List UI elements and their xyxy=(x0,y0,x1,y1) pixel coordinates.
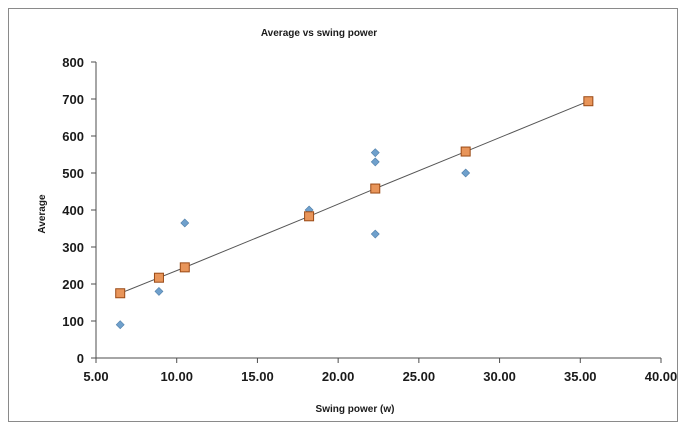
x-tick-label: 25.00 xyxy=(403,369,436,384)
diamond-point xyxy=(461,168,471,178)
diamond-point xyxy=(370,157,380,167)
square-point xyxy=(153,272,164,283)
diamond-point xyxy=(370,148,380,158)
x-tick-label: 30.00 xyxy=(483,369,516,384)
y-tick-label: 100 xyxy=(62,314,84,329)
y-axis-label: Average xyxy=(37,194,48,234)
x-tick-label: 5.00 xyxy=(83,369,108,384)
diamond-point xyxy=(180,218,190,228)
chart-svg: Average vs swing power Swing power (w) A… xyxy=(37,28,677,415)
square-point xyxy=(370,183,381,194)
y-tick-label: 300 xyxy=(62,240,84,255)
y-tick-label: 800 xyxy=(62,55,84,70)
y-tick-label: 600 xyxy=(62,129,84,144)
x-tick-label: 35.00 xyxy=(564,369,597,384)
marks-layer xyxy=(115,96,594,330)
square-point xyxy=(179,262,190,273)
x-tick-label: 10.00 xyxy=(160,369,193,384)
x-tick-label: 15.00 xyxy=(241,369,274,384)
y-tick-label: 500 xyxy=(62,166,84,181)
ticks-layer: 5.00 10.00 15.00 20.00 25.00 30.00 35.00 40.00 0… xyxy=(62,55,677,384)
diamond-point xyxy=(370,229,380,239)
y-tick-label: 200 xyxy=(62,277,84,292)
diamond-point xyxy=(115,320,125,330)
x-axis-label: Swing power (w) xyxy=(316,404,395,415)
y-tick-label: 700 xyxy=(62,92,84,107)
square-point xyxy=(460,146,471,157)
chart-title: Average vs swing power xyxy=(261,28,377,39)
x-tick-label: 40.00 xyxy=(645,369,678,384)
square-point xyxy=(583,96,594,107)
x-tick-label: 20.00 xyxy=(322,369,355,384)
series-1-line xyxy=(120,100,589,294)
y-tick-label: 400 xyxy=(62,203,84,218)
y-tick-label: 0 xyxy=(77,351,84,366)
chart-frame: Average vs swing power Swing power (w) A… xyxy=(8,8,678,422)
diamond-point xyxy=(154,286,164,296)
square-point xyxy=(304,211,315,222)
square-point xyxy=(115,288,126,299)
